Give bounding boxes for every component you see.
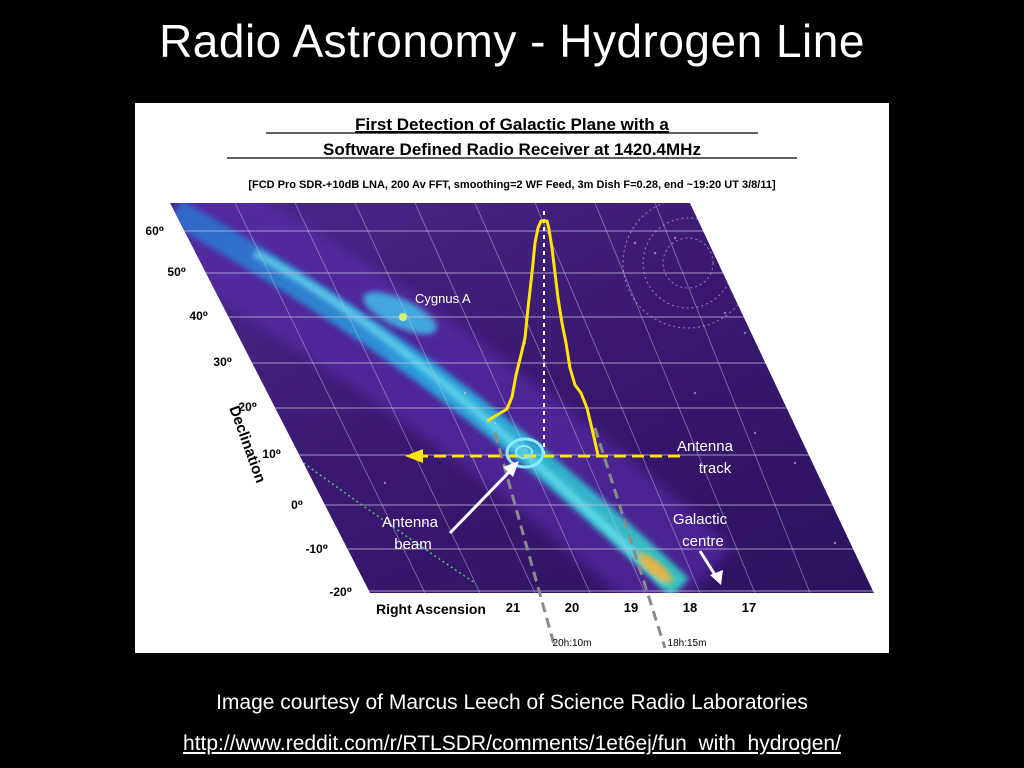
- centre-arrow-head: [710, 570, 723, 585]
- sky-map-svg: First Detection of Galactic Plane with a…: [145, 115, 874, 649]
- dec-tick: 60⁰: [145, 224, 164, 238]
- y-axis-label: Declination: [225, 404, 269, 486]
- dec-tick: 30⁰: [213, 355, 232, 369]
- x-axis-label: Right Ascension: [376, 601, 486, 617]
- beam-arrow-head: [503, 461, 519, 477]
- antenna-beam-label-1: Antenna: [382, 514, 439, 531]
- galactic-centre-label-2: centre: [682, 533, 724, 550]
- sky-map-figure: First Detection of Galactic Plane with a…: [135, 103, 889, 653]
- cygnus-region: [363, 291, 437, 335]
- slide-title: Radio Astronomy - Hydrogen Line: [159, 15, 865, 67]
- figure-title-line2: Software Defined Radio Receiver at 1420.…: [323, 140, 701, 159]
- cygnus-label: Cygnus A: [415, 291, 471, 306]
- band-core: [253, 249, 668, 586]
- dec-tick: 0⁰: [291, 498, 303, 512]
- dec-tick: 40⁰: [189, 309, 208, 323]
- figure-title-line1: First Detection of Galactic Plane with a: [355, 115, 669, 134]
- ra-tick: 21: [506, 600, 520, 615]
- antenna-track-label-1: Antenna: [677, 438, 734, 455]
- antenna-beam-label-2: beam: [394, 536, 432, 553]
- time-label-left: 20h:10m: [553, 638, 592, 649]
- dec-tick: 10⁰: [262, 447, 281, 461]
- ra-gridlines: [234, 203, 811, 593]
- image-credit: Image courtesy of Marcus Leech of Scienc…: [216, 691, 808, 714]
- galactic-centre-label-1: Galactic: [673, 511, 728, 528]
- ra-tick: 20: [565, 600, 579, 615]
- galactic-centre-hotspot: [637, 552, 673, 584]
- time-label-right: 18h:15m: [668, 638, 707, 649]
- sky-map: [170, 203, 874, 593]
- figure-subtitle: [FCD Pro SDR-+10dB LNA, 200 Av FFT, smoo…: [248, 179, 776, 191]
- ra-tick: 17: [742, 600, 756, 615]
- dec-tick: -10⁰: [305, 542, 328, 556]
- dec-tick-labels: 60⁰ 50⁰ 40⁰ 30⁰ 20⁰ 10⁰ 0⁰ -10⁰ -20⁰: [145, 224, 352, 599]
- source-link[interactable]: http://www.reddit.com/r/RTLSDR/comments/…: [183, 732, 841, 755]
- guide-18h15m: [593, 427, 667, 649]
- ra-tick: 19: [624, 600, 638, 615]
- beam-arrow-line: [448, 466, 515, 535]
- beam-ellipse-inner: [515, 445, 533, 459]
- ra-tick: 18: [683, 600, 697, 615]
- ra-tick-labels: 21 20 19 18 17: [506, 600, 756, 615]
- antenna-track-arrowhead: [405, 449, 423, 463]
- dec-tick: 20⁰: [238, 400, 257, 414]
- dec-tick: -20⁰: [329, 585, 352, 599]
- hydrogen-profile: [486, 219, 600, 456]
- beam-ellipse-outer: [505, 437, 545, 469]
- antenna-track-label-2: track: [699, 460, 732, 477]
- dec-tick: 50⁰: [167, 265, 186, 279]
